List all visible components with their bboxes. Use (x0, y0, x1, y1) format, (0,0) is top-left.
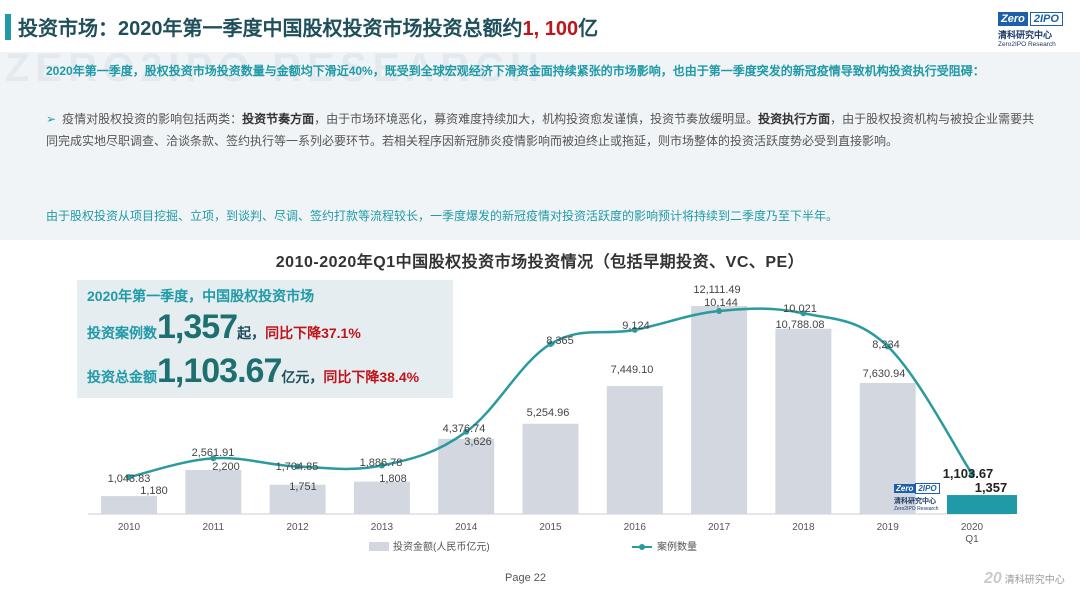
line-value-label: 1,751 (289, 481, 317, 493)
outlook-paragraph: 由于股权投资从项目挖掘、立项，到谈判、尽调、签约打款等流程较长，一季度爆发的新冠… (46, 209, 839, 223)
deal-count-point-2017 (716, 308, 723, 314)
deal-count-point-2011 (210, 455, 217, 462)
page-number: Page 22 (505, 572, 546, 584)
line-value-label: 1,180 (140, 485, 168, 497)
x-tick-label: 2015 (539, 522, 562, 533)
line-value-label: 1,357 (975, 480, 1008, 495)
line-value-label: 3,626 (464, 436, 492, 448)
logo-cn: 清科研究中心 (998, 30, 1053, 40)
line-value-label: 10,144 (704, 297, 738, 309)
summary-paragraph: 2020年第一季度，股权投资市场投资数量与金额均下滑近40%，既受到全球宏观经济… (46, 64, 985, 78)
brand-logo: Zero 2IPO 清科研究中心 Zero2IPO Research (998, 12, 1064, 50)
deal-count-point-2013 (378, 462, 385, 469)
deal-count-point-2014 (463, 428, 470, 435)
logo-en: Zero2IPO Research (998, 41, 1056, 48)
bar-value-label: 1,043.83 (108, 473, 151, 485)
x-tick-label: Q1 (965, 534, 979, 545)
bar-value-label: 10,788.08 (776, 319, 825, 331)
x-tick-label: 2013 (371, 522, 394, 533)
deal-count-point-2019 (884, 343, 891, 350)
amount-row: 投资总金额1,103.67亿元，同比下降38.4% (87, 352, 420, 390)
line-value-label: 8,234 (872, 339, 900, 351)
x-tick-label: 2018 (792, 522, 815, 533)
bar-value-label: 7,630.94 (863, 368, 906, 380)
title-amount: 1, 100 (522, 18, 579, 40)
highlight-head: 2020年第一季度，中国股权投资市场 (87, 288, 315, 304)
bar-2020-Q1 (947, 495, 1017, 514)
logo-two: 2 (1033, 13, 1040, 25)
bar-value-label: 1,886.78 (360, 457, 403, 469)
bullet-arrow-icon: ➢ (46, 112, 57, 126)
page-title: 投资市场：2020年第一季度中国股权投资市场投资总额约1, 100亿 (18, 18, 599, 40)
x-tick-label: 2020 (961, 522, 984, 533)
deal-count-point-2016 (631, 326, 638, 333)
deal-count-point-2012 (294, 463, 301, 470)
title-accent (5, 14, 11, 40)
amount-value: 1,103.67 (157, 352, 282, 390)
bar-2014 (438, 438, 495, 514)
bar-2016 (606, 386, 663, 514)
summary-panel: ZERO2IPO RESEARCH 2020年第一季度，股权投资市场投资数量与金… (0, 46, 1080, 240)
bar-value-label: 1,103.67 (943, 466, 994, 481)
deal-count-point-2018 (800, 310, 807, 317)
watermark: ZERO2IPO RESEARCH (5, 46, 545, 90)
bar-value-label: 2,561.91 (192, 447, 235, 459)
line-value-label: 8,365 (546, 335, 574, 347)
bar-2010 (101, 496, 157, 514)
logo-ipo: IPO (1039, 13, 1059, 25)
bar-value-label: 1,704.85 (276, 461, 319, 473)
bar-value-label: 12,111.49 (693, 284, 740, 296)
chart-title: 2010-2020年Q1中国股权投资市场投资情况（包括早期投资、VC、PE） (275, 254, 805, 271)
bullet-paragraph: ➢ 疫情对股权投资的影响包括两类：投资节奏方面，由于市场环境恶化，募资难度持续加大… (46, 112, 1035, 148)
bar-2012 (269, 484, 326, 514)
x-tick-label: 2017 (708, 522, 731, 533)
legend-bar-label: 投资金额(人民币亿元) (393, 540, 490, 553)
deal-count-value: 1,357 (157, 308, 238, 346)
bar-2011 (185, 470, 242, 514)
bar-2013 (353, 481, 410, 514)
bar-2018 (775, 328, 832, 514)
footer-logo: 20 清科研究中心 (984, 570, 1065, 587)
deal-count-point-2015 (547, 340, 554, 347)
x-tick-label: 2012 (286, 522, 309, 533)
amount-change: 同比下降38.4% (323, 369, 420, 385)
line-value-label: 10,021 (783, 303, 817, 315)
x-tick-label: 2019 (877, 522, 900, 533)
line-value-label: 1,808 (379, 473, 407, 485)
x-tick-label: 2010 (118, 522, 141, 533)
legend-line-marker (639, 544, 645, 550)
deal-count-point-2010 (126, 474, 132, 481)
bar-2017 (691, 306, 748, 514)
deal-count-change: 同比下降37.1% (265, 325, 361, 341)
x-tick-label: 2016 (624, 522, 647, 533)
highlight-box: 2020年第一季度，中国股权投资市场 投资案例数1,357起，同比下降37.1%… (77, 280, 453, 398)
line-value-label: 9,124 (622, 320, 650, 332)
legend-line-label: 案例数量 (657, 540, 697, 553)
title-bar: 投资市场：2020年第一季度中国股权投资市场投资总额约1, 100亿 Zero 2… (0, 0, 1080, 50)
bar-value-label: 4,376.74 (443, 423, 486, 435)
logo-zero: Zero (998, 12, 1028, 26)
deal-count-point-2020-Q1 (969, 470, 975, 477)
legend-bar-swatch (369, 542, 389, 551)
bar-value-label: 5,254.96 (527, 407, 570, 419)
line-value-label: 2,200 (212, 461, 240, 473)
x-tick-label: 2014 (455, 522, 478, 533)
bar-2015 (522, 423, 579, 514)
x-tick-label: 2011 (203, 522, 225, 533)
deal-count-row: 投资案例数1,357起，同比下降37.1% (87, 308, 361, 346)
chart-watermark-logo: Zero 2IPO 清科研究中心 Zero2IPO Research (894, 483, 940, 512)
bar-value-label: 7,449.10 (611, 364, 654, 376)
